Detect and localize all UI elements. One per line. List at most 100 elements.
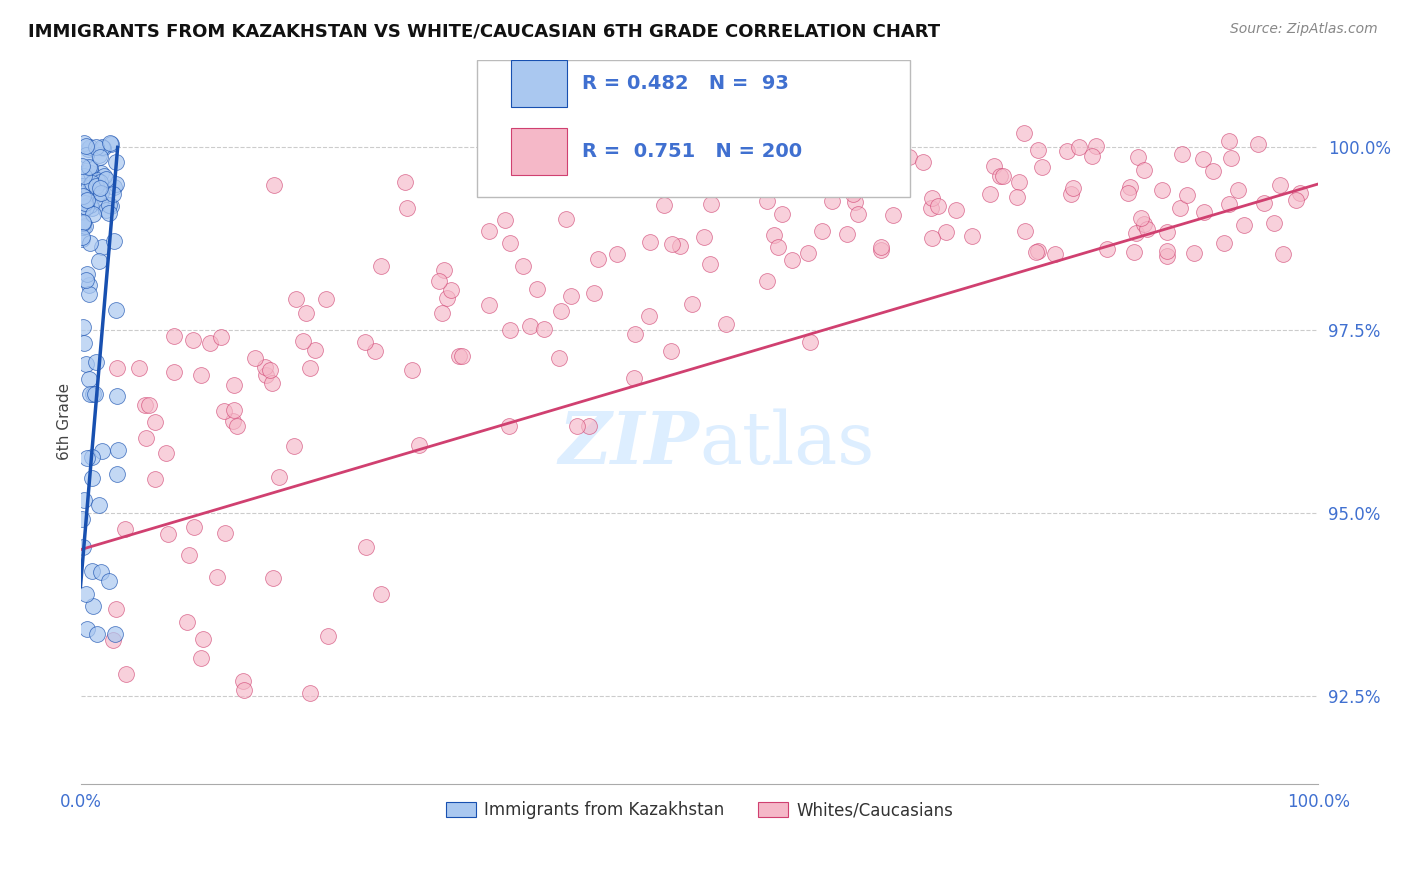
Point — [1152, 183, 1174, 197]
Point — [1218, 134, 1240, 148]
Point — [103, 234, 125, 248]
Point — [945, 203, 967, 218]
Point — [72, 231, 94, 245]
Point — [86, 139, 108, 153]
Point — [565, 418, 588, 433]
Point — [72, 159, 94, 173]
Point — [225, 418, 247, 433]
Bar — [512, 128, 567, 176]
Point — [560, 288, 582, 302]
Point — [98, 136, 121, 150]
Point — [70, 178, 93, 193]
Point — [233, 682, 256, 697]
Point — [1116, 186, 1139, 201]
Point — [370, 259, 392, 273]
Point — [163, 365, 186, 379]
Point — [1175, 187, 1198, 202]
Point — [1125, 226, 1147, 240]
Point — [75, 587, 97, 601]
Point — [76, 622, 98, 636]
Point — [1253, 196, 1275, 211]
Point — [979, 187, 1001, 202]
Point — [262, 376, 284, 391]
Point — [90, 165, 112, 179]
Point — [73, 136, 96, 150]
Point — [1182, 245, 1205, 260]
Point — [447, 349, 470, 363]
Point — [103, 186, 125, 201]
Point — [427, 274, 450, 288]
Point — [84, 188, 107, 202]
Point — [79, 198, 101, 212]
Point — [869, 240, 891, 254]
Point — [104, 155, 127, 169]
Point — [222, 402, 245, 417]
Point — [89, 498, 111, 512]
Point — [766, 240, 789, 254]
Point — [519, 318, 541, 333]
Point — [1233, 218, 1256, 232]
Point — [408, 437, 430, 451]
Point — [73, 336, 96, 351]
Point — [668, 239, 690, 253]
Point — [1218, 196, 1240, 211]
Point — [1285, 193, 1308, 207]
Point — [912, 155, 935, 169]
Point — [93, 169, 115, 183]
Point — [79, 161, 101, 175]
Point — [89, 181, 111, 195]
Point — [82, 387, 104, 401]
Point — [921, 231, 943, 245]
Point — [775, 174, 797, 188]
Point — [811, 168, 834, 182]
Point — [269, 470, 291, 484]
Point — [83, 174, 105, 188]
Point — [262, 571, 284, 585]
Point — [1136, 221, 1159, 235]
Point — [983, 159, 1005, 173]
Point — [775, 159, 797, 173]
Point — [841, 186, 863, 201]
Point — [661, 236, 683, 251]
Point — [1060, 186, 1083, 201]
Point — [754, 129, 776, 144]
Point — [77, 161, 100, 175]
Point — [935, 225, 957, 239]
Point — [499, 323, 522, 337]
Point — [75, 196, 97, 211]
Point — [1156, 225, 1178, 239]
Point — [754, 175, 776, 189]
Point — [72, 219, 94, 234]
Text: atlas: atlas — [699, 409, 875, 479]
Point — [991, 169, 1014, 184]
Point — [1056, 145, 1078, 159]
Point — [960, 229, 983, 244]
Point — [82, 450, 104, 465]
Point — [89, 186, 111, 200]
Point — [887, 126, 910, 140]
Point — [583, 285, 606, 300]
Point — [714, 318, 737, 332]
Point — [190, 651, 212, 665]
Point — [76, 194, 98, 208]
Point — [526, 283, 548, 297]
Point — [394, 176, 416, 190]
Text: R =  0.751   N = 200: R = 0.751 N = 200 — [582, 143, 801, 161]
Point — [205, 570, 228, 584]
Point — [263, 178, 285, 192]
Text: IMMIGRANTS FROM KAZAKHSTAN VS WHITE/CAUCASIAN 6TH GRADE CORRELATION CHART: IMMIGRANTS FROM KAZAKHSTAN VS WHITE/CAUC… — [28, 22, 941, 40]
Point — [80, 201, 103, 215]
Point — [1085, 139, 1108, 153]
Point — [86, 178, 108, 193]
Point — [98, 198, 121, 212]
Point — [595, 180, 617, 194]
Point — [1062, 181, 1084, 195]
Point — [299, 360, 322, 375]
Point — [370, 587, 392, 601]
Point — [259, 363, 281, 377]
Point — [782, 174, 804, 188]
Point — [138, 398, 160, 412]
Point — [304, 343, 326, 357]
Point — [104, 602, 127, 616]
Point — [988, 169, 1011, 183]
